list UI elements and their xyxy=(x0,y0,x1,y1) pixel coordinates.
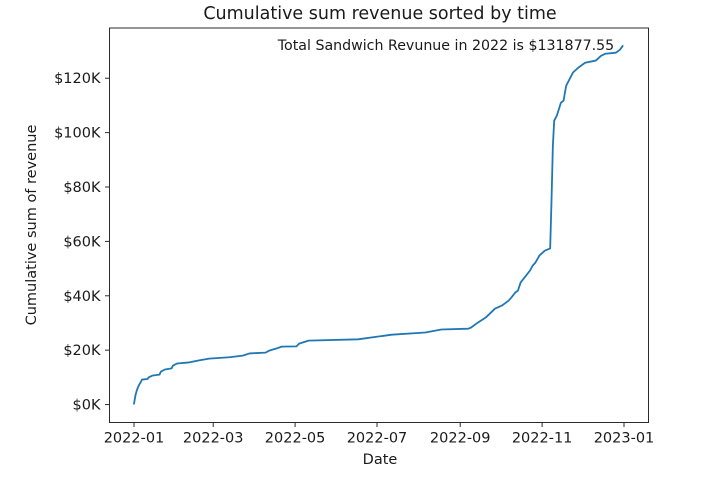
plot-area: $0K $20K $40K $60K $80K $100K $120K 2022-01 2022… xyxy=(54,27,655,447)
revenue-line xyxy=(133,45,624,405)
x-tick-label: 2022-09 xyxy=(430,431,491,447)
y-tick-label: $40K xyxy=(63,289,101,305)
x-tick-label: 2022-01 xyxy=(104,431,165,447)
total-revenue-annotation: Total Sandwich Revunue in 2022 is $13187… xyxy=(277,38,614,54)
y-tick-label: $80K xyxy=(63,180,101,196)
y-tick-label: $0K xyxy=(73,398,101,414)
x-tick-label: 2023-01 xyxy=(594,431,655,447)
x-tick-label: 2022-05 xyxy=(265,431,326,447)
y-tick-label: $100K xyxy=(54,126,101,142)
x-tick-label: 2022-03 xyxy=(183,431,244,447)
y-axis-label: Cumulative sum of revenue xyxy=(24,125,40,326)
x-axis-label: Date xyxy=(363,452,398,468)
chart-title: Cumulative sum revenue sorted by time xyxy=(203,4,556,24)
y-tick-label: $20K xyxy=(63,343,101,359)
x-tick-label: 2022-07 xyxy=(347,431,408,447)
x-tick-label: 2022-11 xyxy=(512,431,573,447)
y-tick-label: $60K xyxy=(63,234,101,250)
y-tick-label: $120K xyxy=(54,71,101,87)
plot-border xyxy=(109,27,649,423)
